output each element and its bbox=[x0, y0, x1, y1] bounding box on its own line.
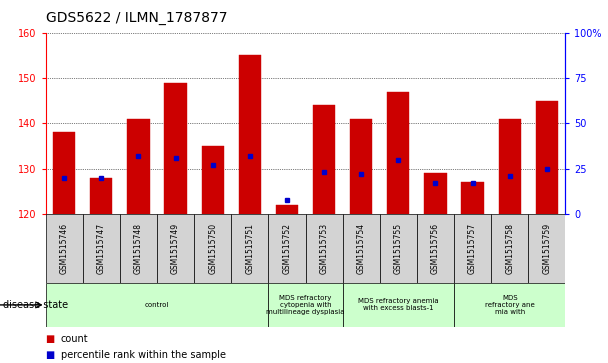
Bar bbox=[157, 214, 194, 283]
Bar bbox=[343, 214, 380, 283]
Bar bbox=[305, 214, 343, 283]
Text: GSM1515746: GSM1515746 bbox=[60, 223, 69, 274]
Bar bbox=[120, 214, 157, 283]
Text: GSM1515747: GSM1515747 bbox=[97, 223, 106, 274]
Bar bbox=[417, 214, 454, 283]
Text: GSM1515751: GSM1515751 bbox=[245, 223, 254, 274]
Text: GSM1515750: GSM1515750 bbox=[208, 223, 217, 274]
Bar bbox=[350, 119, 372, 214]
Text: GSM1515756: GSM1515756 bbox=[431, 223, 440, 274]
Text: GSM1515755: GSM1515755 bbox=[394, 223, 403, 274]
Bar bbox=[499, 119, 521, 214]
Bar bbox=[53, 132, 75, 214]
Text: GSM1515752: GSM1515752 bbox=[283, 223, 291, 274]
Text: MDS refractory anemia
with excess blasts-1: MDS refractory anemia with excess blasts… bbox=[358, 298, 438, 311]
Bar bbox=[46, 283, 268, 327]
Text: GSM1515759: GSM1515759 bbox=[542, 223, 551, 274]
Text: MDS refractory
cytopenia with
multilineage dysplasia: MDS refractory cytopenia with multilinea… bbox=[266, 295, 345, 315]
Text: disease state: disease state bbox=[3, 300, 68, 310]
Bar bbox=[380, 214, 417, 283]
Bar bbox=[231, 214, 268, 283]
Bar bbox=[461, 182, 484, 214]
Bar bbox=[83, 214, 120, 283]
Bar bbox=[194, 214, 231, 283]
Bar bbox=[268, 214, 305, 283]
Bar bbox=[276, 205, 298, 214]
Bar bbox=[528, 214, 565, 283]
Text: GSM1515754: GSM1515754 bbox=[357, 223, 366, 274]
Bar bbox=[454, 214, 491, 283]
Bar bbox=[46, 214, 83, 283]
Bar bbox=[424, 173, 447, 214]
Bar bbox=[201, 146, 224, 214]
Bar bbox=[454, 283, 565, 327]
Bar bbox=[536, 101, 558, 214]
Text: GSM1515749: GSM1515749 bbox=[171, 223, 180, 274]
Bar bbox=[90, 178, 112, 214]
Text: percentile rank within the sample: percentile rank within the sample bbox=[61, 350, 226, 360]
Text: GDS5622 / ILMN_1787877: GDS5622 / ILMN_1787877 bbox=[46, 11, 227, 25]
Bar bbox=[343, 283, 454, 327]
Text: ■: ■ bbox=[46, 334, 55, 344]
Bar bbox=[491, 214, 528, 283]
Bar bbox=[127, 119, 150, 214]
Text: ■: ■ bbox=[46, 350, 55, 360]
Text: GSM1515748: GSM1515748 bbox=[134, 223, 143, 274]
Bar bbox=[313, 105, 335, 214]
Bar bbox=[164, 82, 187, 214]
Text: control: control bbox=[145, 302, 169, 308]
Bar bbox=[239, 55, 261, 214]
Text: GSM1515758: GSM1515758 bbox=[505, 223, 514, 274]
Text: MDS
refractory ane
mia with: MDS refractory ane mia with bbox=[485, 295, 534, 315]
Bar bbox=[387, 91, 409, 214]
Bar bbox=[268, 283, 343, 327]
Text: count: count bbox=[61, 334, 88, 344]
Text: GSM1515757: GSM1515757 bbox=[468, 223, 477, 274]
Text: GSM1515753: GSM1515753 bbox=[320, 223, 328, 274]
